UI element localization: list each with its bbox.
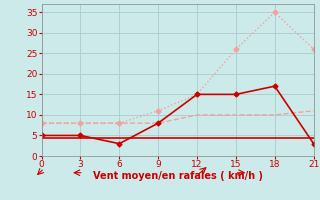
X-axis label: Vent moyen/en rafales ( km/h ): Vent moyen/en rafales ( km/h ) xyxy=(92,171,263,181)
